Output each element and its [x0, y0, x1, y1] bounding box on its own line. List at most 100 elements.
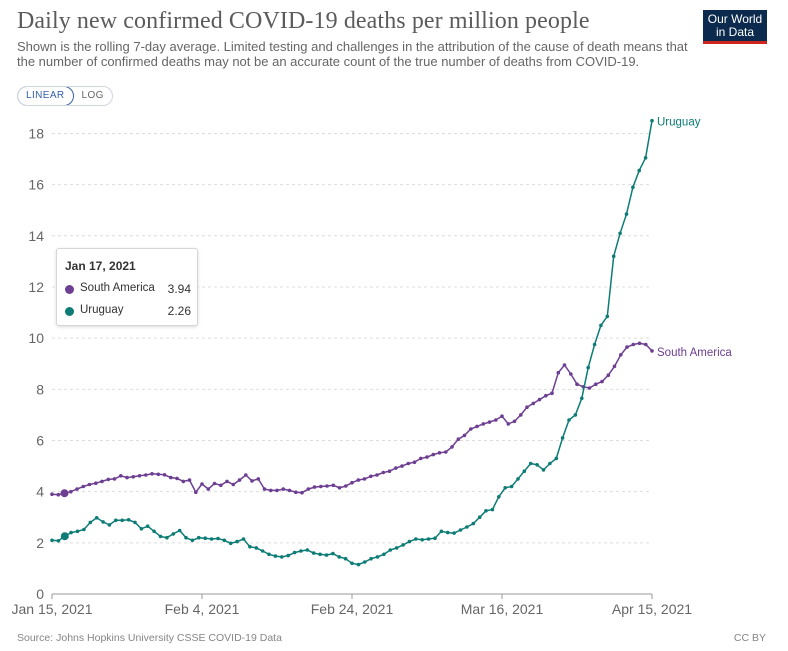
- y-tick-label: 12: [28, 279, 44, 295]
- data-point: [75, 529, 80, 534]
- data-point: [75, 487, 79, 491]
- data-point: [331, 551, 335, 556]
- data-point: [82, 527, 86, 532]
- data-point: [280, 555, 284, 559]
- tooltip-row-uruguay: Uruguay 2.26: [65, 304, 191, 320]
- data-point: [541, 468, 546, 472]
- data-point: [337, 555, 342, 559]
- series-end-label: South America: [657, 347, 732, 359]
- data-point: [624, 212, 629, 216]
- logo-line-2: in Data: [715, 25, 755, 39]
- data-point: [219, 483, 223, 488]
- data-point: [125, 475, 129, 480]
- data-point: [169, 475, 173, 480]
- data-point: [375, 473, 379, 477]
- data-point: [241, 537, 246, 541]
- data-point: [181, 479, 186, 484]
- linear-scale-button[interactable]: LINEAR: [17, 87, 74, 105]
- y-axis: 0 2 4 6 8 10 12 14 16 18: [28, 125, 44, 602]
- data-point: [554, 456, 559, 461]
- data-point: [444, 450, 448, 454]
- data-point: [605, 314, 610, 319]
- data-point: [50, 492, 54, 497]
- legend-dot-icon: [65, 307, 74, 316]
- data-point: [56, 539, 61, 543]
- data-point: [144, 473, 148, 477]
- x-tick-label: Feb 24, 2021: [311, 601, 394, 617]
- data-point: [439, 529, 444, 534]
- data-point: [637, 168, 641, 173]
- data-point: [50, 538, 54, 543]
- data-point: [216, 536, 220, 541]
- data-point: [586, 365, 590, 370]
- chart-grid: [52, 132, 652, 595]
- data-point: [150, 472, 154, 476]
- data-point: [509, 484, 514, 489]
- data-point: [643, 156, 648, 160]
- data-point: [260, 549, 265, 553]
- tooltip-date: Jan 17, 2021: [65, 259, 136, 273]
- data-point: [281, 487, 286, 491]
- data-point: [94, 516, 99, 520]
- data-point: [369, 556, 373, 561]
- data-point: [94, 481, 98, 486]
- data-point: [133, 520, 137, 525]
- tooltip-series-name: South America: [80, 282, 155, 294]
- y-tick-label: 10: [28, 330, 44, 346]
- data-point: [420, 538, 425, 542]
- data-point: [569, 372, 573, 376]
- data-point: [305, 548, 310, 552]
- data-point: [375, 555, 380, 559]
- data-point: [184, 535, 188, 540]
- data-point: [177, 528, 182, 533]
- data-point: [156, 472, 161, 477]
- data-point: [625, 345, 629, 349]
- y-tick-label: 16: [28, 177, 44, 193]
- data-point: [275, 488, 279, 493]
- series-line: [51, 120, 653, 566]
- data-point: [190, 538, 195, 543]
- data-point: [225, 479, 229, 484]
- data-point: [400, 464, 404, 468]
- data-point: [437, 451, 442, 455]
- data-point: [312, 485, 317, 489]
- data-point: [162, 473, 167, 477]
- data-point: [306, 487, 311, 491]
- data-point: [550, 391, 554, 396]
- data-point: [119, 474, 123, 478]
- data-point: [350, 480, 354, 485]
- source-note[interactable]: Source: Johns Hopkins University CSSE CO…: [17, 632, 282, 644]
- data-point: [131, 475, 136, 479]
- data-point: [69, 489, 73, 494]
- legend-dot-icon: [65, 285, 74, 294]
- license-link[interactable]: CC BY: [733, 632, 766, 644]
- y-tick-label: 4: [36, 484, 44, 500]
- x-tick-label: Apr 15, 2021: [612, 601, 692, 617]
- data-point: [562, 363, 567, 367]
- data-point: [269, 488, 273, 493]
- data-point: [425, 455, 429, 459]
- owid-logo[interactable]: Our World in Data: [703, 10, 767, 44]
- data-point: [112, 477, 117, 481]
- data-point: [212, 481, 217, 486]
- data-point: [114, 518, 118, 523]
- y-tick-label: 18: [28, 125, 44, 141]
- data-point: [356, 478, 361, 482]
- data-point: [337, 486, 342, 490]
- data-point: [548, 461, 552, 466]
- data-point: [244, 473, 248, 477]
- data-point: [356, 562, 361, 567]
- log-scale-button[interactable]: LOG: [81, 90, 104, 101]
- data-point: [580, 396, 584, 401]
- data-point: [200, 482, 204, 486]
- data-point: [592, 342, 597, 347]
- data-point: [325, 484, 329, 488]
- chart-series: South America Uruguay: [50, 117, 732, 567]
- data-point: [137, 474, 142, 478]
- data-point: [254, 546, 259, 550]
- data-point: [631, 185, 635, 189]
- data-point: [324, 553, 329, 557]
- data-point: [644, 342, 648, 347]
- data-point: [477, 515, 482, 519]
